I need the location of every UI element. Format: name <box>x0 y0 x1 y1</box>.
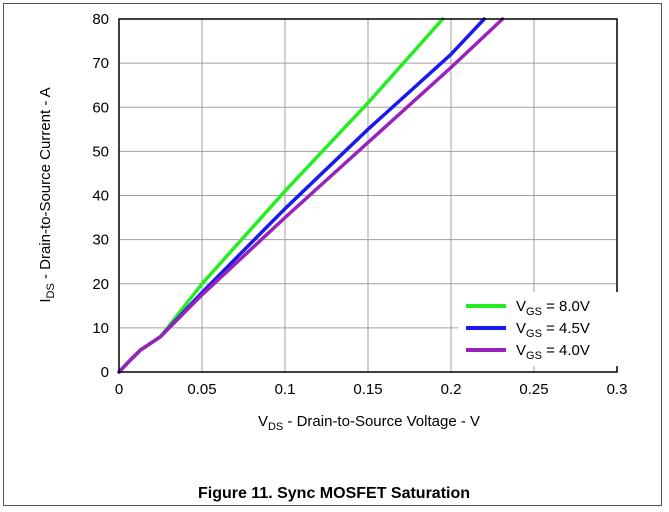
legend-label-1: VGS = 4.5V <box>516 320 590 340</box>
legend-label-0: VGS = 8.0V <box>516 298 590 318</box>
figure-caption: Figure 11. Sync MOSFET Saturation <box>198 485 470 502</box>
y-tick-label: 20 <box>92 276 109 293</box>
y-tick-label: 30 <box>92 232 109 249</box>
y-tick-label: 40 <box>92 188 109 205</box>
x-axis-label: VDS - Drain-to-Source Voltage - V <box>258 413 480 433</box>
x-tick-label: 0.25 <box>519 381 548 398</box>
series-line-2 <box>117 17 505 374</box>
series-layer <box>117 17 505 374</box>
x-tick-label: 0.05 <box>187 381 216 398</box>
figure-frame <box>3 3 662 506</box>
y-tick-label: 10 <box>92 320 109 337</box>
x-tick-label: 0 <box>115 381 123 398</box>
y-tick-label: 50 <box>92 143 109 160</box>
y-tick-label: 60 <box>92 99 109 116</box>
x-tick-labels: 0 0.05 0.1 0.15 0.2 0.25 0.3 <box>115 381 628 398</box>
legend-label-2: VGS = 4.0V <box>516 342 590 362</box>
y-tick-labels: 0 10 20 30 40 50 60 70 80 <box>92 11 109 381</box>
y-tick-label: 70 <box>92 55 109 72</box>
y-axis-label: IDS - Drain-to-Source Current - A <box>37 87 57 302</box>
x-tick-label: 0.15 <box>353 381 382 398</box>
x-tick-label: 0.2 <box>441 381 462 398</box>
x-tick-label: 0.1 <box>275 381 296 398</box>
y-tick-label: 80 <box>92 11 109 28</box>
x-tick-label: 0.3 <box>607 381 628 398</box>
plot-border <box>118 18 618 373</box>
y-tick-label: 0 <box>101 364 109 381</box>
